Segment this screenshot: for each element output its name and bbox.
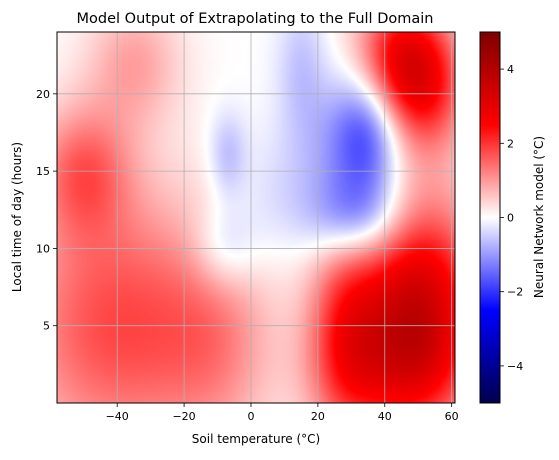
colorbar-tick-label: −2 (507, 286, 523, 299)
colorbar-label: Neural Network model (°C) (532, 136, 546, 298)
plot-frame (56, 31, 456, 404)
y-tick-label: 10 (36, 242, 50, 255)
y-tick-label: 5 (43, 320, 50, 333)
colorbar-tick-label: 0 (507, 212, 514, 225)
y-axis-label: Local time of day (hours) (10, 142, 24, 292)
x-axis-label: Soil temperature (°C) (192, 432, 320, 446)
x-tick-label: −40 (106, 410, 129, 423)
colorbar-tick-label: 4 (507, 63, 514, 76)
heatmap-image (57, 32, 455, 403)
y-tick-label: 15 (36, 165, 50, 178)
y-tick-label: 20 (36, 88, 50, 101)
plot-area (57, 32, 455, 403)
x-tick-label: −20 (172, 410, 195, 423)
colorbar-tick-label: 2 (507, 137, 514, 150)
colorbar (479, 31, 501, 404)
x-tick-label: 60 (445, 410, 459, 423)
chart-title: Model Output of Extrapolating to the Ful… (77, 11, 434, 27)
y-axis-ticks: 5 10 15 20 (36, 88, 57, 333)
x-tick-label: 0 (247, 410, 254, 423)
colorbar-tick-label: −4 (507, 360, 523, 373)
x-tick-label: 40 (378, 410, 392, 423)
x-axis-ticks: −40 −20 0 20 40 60 (106, 403, 459, 423)
colorbar-ticks: −4 −2 0 2 4 (500, 63, 523, 373)
grid-lines (57, 32, 455, 403)
x-tick-label: 20 (311, 410, 325, 423)
